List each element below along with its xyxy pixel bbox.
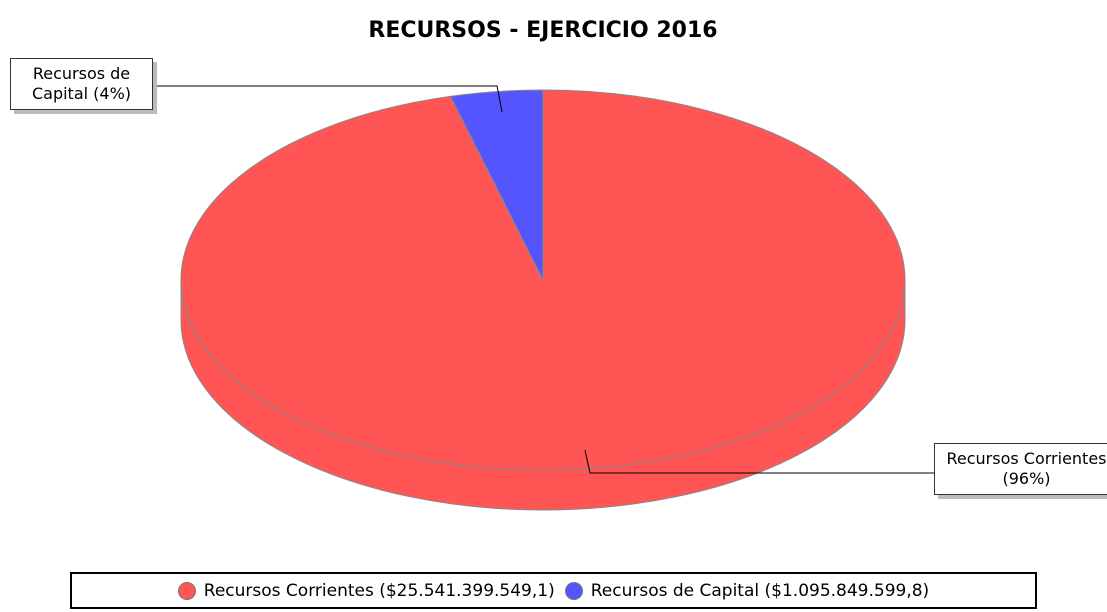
legend-label: Recursos de Capital ($1.095.849.599,8) <box>590 580 930 601</box>
chart-title: RECURSOS - EJERCICIO 2016 <box>368 18 717 43</box>
slice-label: Recursos Corrientes (96%) <box>934 443 1107 495</box>
legend-item: Recursos Corrientes ($25.541.399.549,1) <box>177 580 555 601</box>
legend-label: Recursos Corrientes ($25.541.399.549,1) <box>203 580 555 601</box>
pie-slice <box>449 89 544 281</box>
legend: Recursos Corrientes ($25.541.399.549,1) R… <box>70 572 1037 609</box>
legend-swatch <box>177 581 196 600</box>
legend-item: Recursos de Capital ($1.095.849.599,8) <box>564 580 930 601</box>
slice-label: Recursos de Capital (4%) <box>10 58 153 110</box>
leader-line <box>153 85 503 113</box>
legend-swatch <box>564 581 583 600</box>
leader-line <box>584 449 934 474</box>
